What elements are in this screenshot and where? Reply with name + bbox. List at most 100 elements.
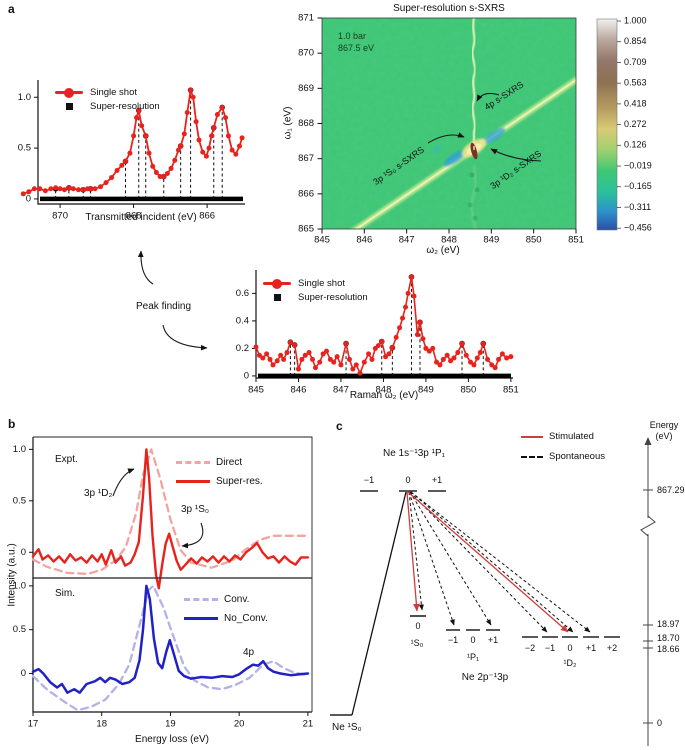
svg-text:850: 850: [526, 235, 542, 246]
raman-xlabel: Raman ω₂ (eV): [349, 390, 419, 401]
svg-text:0.4: 0.4: [236, 315, 249, 326]
chart-raman_omega2: 845 846 847 848 849 850 851 0 0.2 0.4 0.6: [236, 270, 519, 396]
raman-legend-super-resolution: Super-resolution: [262, 292, 368, 303]
c-p1-sublevel-0: 0: [470, 635, 476, 645]
heatmap-condition-energy: 867.5 eV: [338, 43, 375, 53]
svg-text:−0.019: −0.019: [624, 160, 652, 170]
svg-text:1.000: 1.000: [624, 15, 647, 25]
svg-text:1.0: 1.0: [13, 444, 26, 455]
svg-text:870: 870: [298, 48, 314, 59]
legend-label: Conv.: [224, 594, 250, 605]
svg-text:847: 847: [333, 385, 349, 396]
c-d2-term: ¹D₂: [563, 658, 577, 668]
svg-text:845: 845: [248, 385, 264, 396]
c-legend-spontaneous: Spontaneous: [521, 451, 605, 462]
svg-text:867: 867: [298, 153, 314, 164]
svg-text:870: 870: [52, 211, 68, 222]
peak-finding-right-arrow: [162, 324, 208, 351]
svg-text:850: 850: [460, 385, 476, 396]
c-d2-sublevel-p1: +1: [585, 643, 597, 653]
svg-text:849: 849: [483, 235, 499, 246]
c-legend-stimulated: Stimulated: [521, 431, 594, 442]
b-ylabel: Intensity (a.u.): [6, 543, 18, 607]
svg-text:0.5: 0.5: [13, 495, 26, 506]
svg-text:−0.456: −0.456: [624, 223, 652, 233]
axis-arrow-up-icon: [644, 437, 652, 445]
c-d2-sublevel-0: 0: [567, 643, 573, 653]
svg-text:847: 847: [399, 235, 415, 246]
svg-text:0.854: 0.854: [624, 36, 647, 46]
c-s0-sublevel-0: 0: [415, 621, 421, 631]
svg-text:851: 851: [568, 235, 584, 246]
legend-label: Super-res.: [216, 476, 263, 487]
transmitted-legend-single-shot: Single shot: [54, 87, 137, 98]
b-sim-label: Sim.: [55, 588, 75, 599]
b-expt-label: Expt.: [55, 454, 78, 465]
panel-c-diagram: [330, 437, 656, 746]
svg-text:19: 19: [165, 719, 176, 730]
black-dashed-line-icon: [521, 455, 543, 458]
lavender-dashed-line-icon: [184, 598, 218, 601]
c-p1-sublevel-p1: +1: [487, 635, 499, 645]
svg-text:866: 866: [199, 211, 215, 222]
panel-b-label: b: [8, 417, 16, 431]
c-ground-label: Ne ¹S₀: [332, 722, 362, 733]
peak-finding-label: Peak finding: [136, 301, 192, 312]
svg-text:848: 848: [441, 235, 457, 246]
svg-text:0: 0: [244, 370, 249, 381]
red-solid-line-icon: [176, 479, 210, 484]
svg-text:20: 20: [234, 719, 245, 730]
c-energy-tick-1870: 18.70: [657, 633, 680, 643]
heatmap-title: Super-resolution s-SXRS: [393, 3, 505, 14]
red-line-icon: [521, 435, 543, 438]
svg-text:0: 0: [21, 668, 26, 679]
svg-text:865: 865: [298, 224, 314, 235]
4p-vertical-streak: [471, 18, 477, 146]
c-d2-sublevel-m1: −1: [544, 643, 556, 653]
hm-4p-arrow: [476, 92, 500, 102]
c-energy-axis-units: (eV): [655, 431, 673, 441]
svg-text:0.272: 0.272: [624, 119, 647, 129]
svg-text:871: 871: [298, 13, 314, 24]
svg-text:1.0: 1.0: [13, 580, 26, 591]
expt-legend-direct: Direct: [176, 457, 242, 468]
peak-finding-up-arrow: [137, 250, 154, 285]
hm-s0-arrow: [427, 132, 465, 144]
raman-legend-single-shot: Single shot: [262, 278, 345, 289]
c-d2-sublevel-p2: +2: [606, 643, 618, 653]
svg-text:866: 866: [298, 188, 314, 199]
spontaneous-transitions: [408, 491, 591, 633]
negative-lobe-right: [482, 127, 506, 145]
legend-label: Single shot: [90, 87, 138, 98]
svg-text:846: 846: [356, 235, 372, 246]
expt-s0-arrow: [181, 522, 204, 549]
c-top-sublevel-0: 0: [405, 475, 411, 485]
c-top-sublevel-p1: +1: [431, 475, 443, 485]
legend-label: Single shot: [298, 278, 346, 289]
chart-transmitted_incident: 870 868 866 0 0.5 1.0: [18, 80, 245, 222]
c-energy-tick-867: 867.29: [657, 485, 685, 495]
svg-text:0: 0: [26, 193, 31, 204]
heatmap-condition-pressure: 1.0 bar: [338, 31, 367, 41]
svg-text:0.5: 0.5: [18, 143, 31, 154]
panel-c-label: c: [336, 419, 343, 433]
svg-text:0.709: 0.709: [624, 57, 647, 67]
bright-spot-core: [470, 142, 478, 160]
c-top-sublevel-m1: −1: [363, 475, 375, 485]
transmitted-legend-super-resolution: Super-resolution: [54, 101, 160, 112]
colorbar: [596, 18, 618, 231]
svg-text:0: 0: [21, 547, 26, 558]
svg-text:868: 868: [126, 211, 142, 222]
red-line-circle-marker-icon: [55, 87, 83, 98]
c-p1-sublevel-m1: −1: [447, 635, 459, 645]
svg-text:0.2: 0.2: [236, 343, 249, 354]
svg-text:0.126: 0.126: [624, 140, 647, 150]
panel-a-label: a: [8, 2, 15, 16]
legend-label: Spontaneous: [549, 451, 605, 462]
heatmap-xlabel: ω₂ (eV): [426, 245, 460, 256]
svg-text:851: 851: [503, 385, 519, 396]
expt-legend-super-res: Super-res.: [176, 476, 263, 487]
chart-sim_energy_loss: 17 18 19 20 21 0 0.5 1.0: [13, 577, 313, 730]
blue-solid-line-icon: [184, 616, 218, 621]
